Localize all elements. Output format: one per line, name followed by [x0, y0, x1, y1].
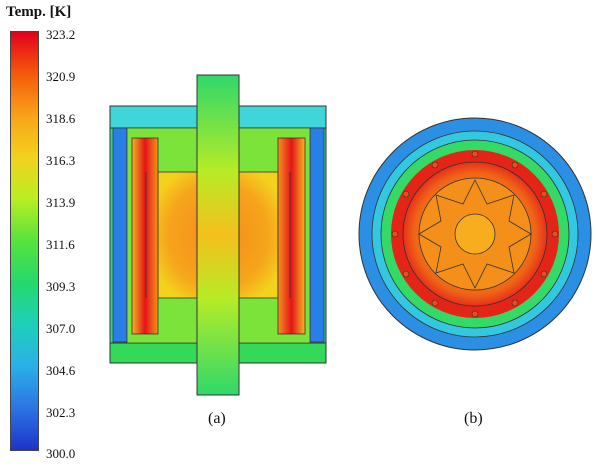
right-winding: [277, 137, 306, 335]
temperature-colorbar: [10, 31, 39, 451]
colorbar-tick-label: 307.0: [46, 321, 76, 336]
left-winding: [131, 137, 159, 335]
shaft-section: [454, 213, 496, 255]
panel-a-axial-section: [109, 74, 327, 396]
stator-slots: [391, 150, 559, 318]
colorbar-tick-label: 311.6: [46, 237, 75, 252]
colorbar-tick-label: 323.2: [46, 27, 76, 42]
colorbar-tick-label: 316.3: [46, 153, 76, 168]
magnet-star-outline: [418, 179, 532, 289]
legend-title: Temp. [K]: [6, 4, 72, 20]
colorbar-tick-label: 313.9: [46, 195, 76, 210]
panel-a-caption: (a): [208, 410, 226, 427]
left-cooling-jacket: [112, 127, 128, 343]
colorbar-tick-label: 320.9: [46, 69, 76, 84]
colorbar-tick-label: 304.6: [46, 363, 76, 378]
shaft: [196, 74, 240, 396]
colorbar-tick-label: 302.3: [46, 405, 76, 420]
colorbar-tick-label: 309.3: [46, 279, 76, 294]
colorbar-tick-label: 300.0: [46, 446, 76, 461]
panel-b-caption: (b): [464, 410, 483, 427]
right-cooling-jacket: [309, 127, 325, 343]
panel-b-radial-section: [358, 117, 592, 351]
colorbar-tick-label: 318.6: [46, 111, 76, 126]
